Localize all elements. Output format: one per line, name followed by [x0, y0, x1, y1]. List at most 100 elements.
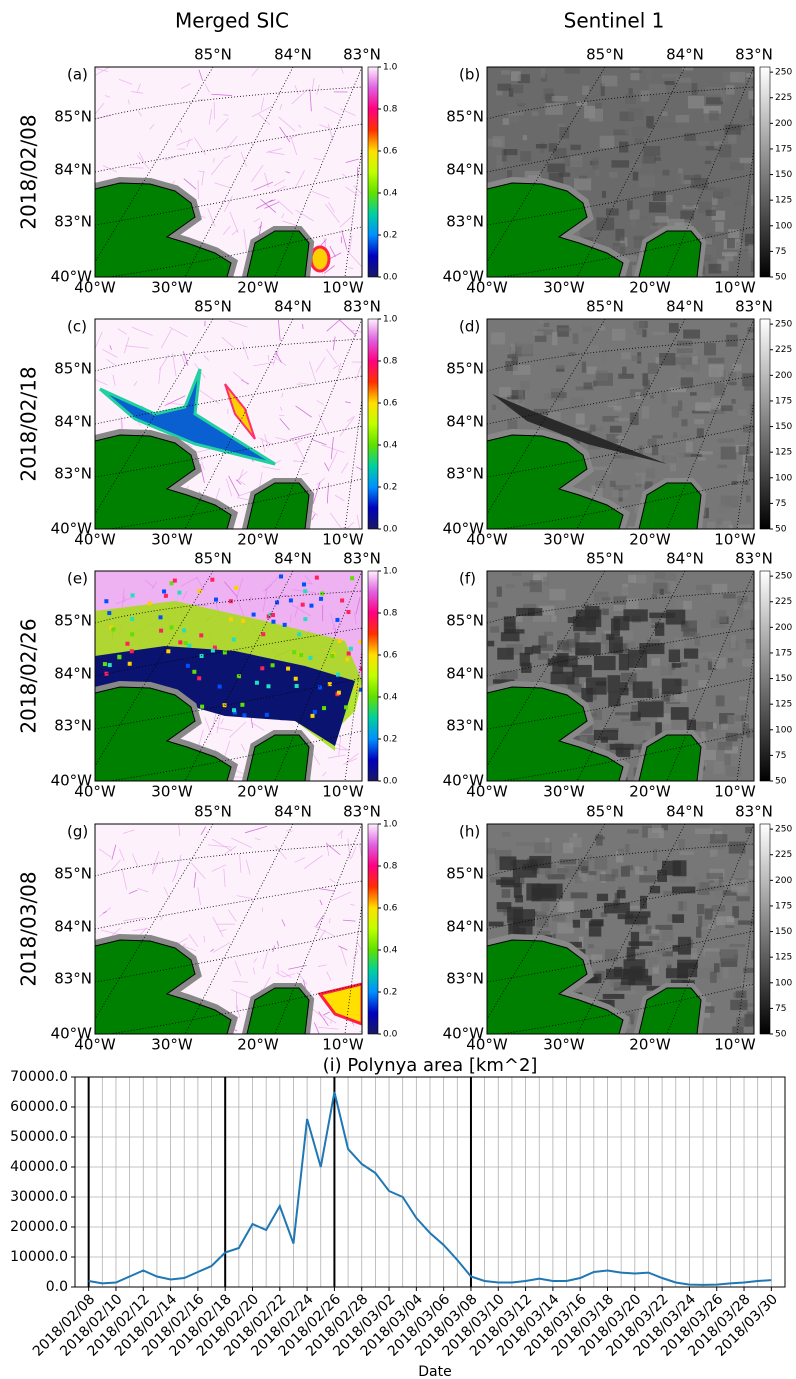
sar-texture — [728, 658, 733, 662]
ice-floe — [303, 589, 307, 593]
sar-texture — [539, 321, 545, 325]
sar-texture — [710, 834, 727, 843]
sar-texture — [536, 144, 547, 148]
sar-texture — [584, 382, 593, 389]
sar-texture — [513, 645, 523, 648]
sar-texture — [549, 589, 565, 600]
sar-texture — [660, 666, 667, 675]
lat-label: 84°N — [666, 803, 704, 821]
sar-texture — [714, 887, 723, 898]
sar-texture — [565, 155, 571, 166]
ice-floe — [108, 663, 112, 667]
colorbar-tick-label: 125 — [775, 196, 792, 206]
dark-ice — [649, 613, 675, 619]
sar-texture — [677, 348, 693, 353]
sar-texture — [646, 468, 655, 478]
sar-texture — [672, 406, 679, 417]
colorbar-tick-label: 50 — [775, 777, 787, 787]
ice-floe — [237, 674, 241, 678]
sar-texture — [600, 136, 615, 148]
sar-texture — [594, 857, 607, 869]
lat-label: 83°N — [343, 550, 381, 568]
lon-label: 10°W — [322, 783, 364, 801]
ice-floe — [335, 618, 339, 622]
dark-ice — [532, 645, 541, 653]
colorbar-tick-label: 75 — [775, 1004, 786, 1014]
ice-floe — [271, 620, 275, 624]
column-title: Sentinel 1 — [564, 9, 665, 33]
sar-texture — [691, 178, 708, 188]
sar-texture — [736, 734, 742, 739]
sar-texture — [536, 914, 548, 927]
colorbar-tick-label: 0.8 — [383, 862, 398, 872]
sar-texture — [747, 1012, 754, 1020]
panel-label: (f) — [459, 570, 476, 588]
sar-texture — [624, 192, 637, 200]
dark-ice — [601, 737, 608, 743]
lon-label: 10°W — [714, 279, 756, 297]
sar-texture — [510, 85, 523, 93]
colorbar-tick-label: 175 — [775, 901, 792, 911]
sar-texture — [589, 871, 597, 875]
sar-texture — [645, 447, 652, 453]
dark-ice — [617, 890, 626, 898]
sar-texture — [490, 626, 499, 632]
sar-texture — [711, 398, 720, 410]
sar-texture — [694, 419, 703, 424]
sar-texture — [692, 83, 698, 95]
panel-label: (b) — [459, 66, 480, 84]
colorbar-tick-label: 0.0 — [383, 525, 398, 535]
sar-texture — [516, 100, 522, 105]
sar-texture — [662, 170, 669, 176]
ice-floe — [311, 714, 315, 718]
sar-texture — [697, 904, 704, 914]
colorbar-tick-label: 150 — [775, 422, 792, 432]
sar-texture — [745, 234, 759, 246]
row-label: 2018/03/08 — [17, 871, 41, 986]
sar-texture — [730, 1000, 747, 1010]
sar-texture — [705, 909, 713, 920]
panel-label: (d) — [459, 318, 480, 336]
sar-texture — [632, 705, 638, 710]
colorbar-tick-label: 0.8 — [383, 105, 398, 115]
sar-texture — [595, 836, 605, 839]
sar-texture — [544, 632, 553, 636]
sar-texture — [613, 604, 623, 611]
dark-ice — [627, 947, 635, 961]
sar-texture — [704, 750, 716, 760]
sar-texture — [712, 584, 727, 594]
sar-texture — [730, 650, 744, 656]
sar-texture — [648, 439, 657, 446]
sar-texture — [659, 573, 676, 581]
colorbar-tick-label: 250 — [775, 825, 792, 835]
lon-label: 10°W — [322, 531, 364, 549]
ice-floe — [330, 654, 334, 658]
colorbar-tick-label: 0.6 — [383, 904, 398, 914]
sar-texture — [704, 948, 720, 956]
lat-label: 85°N — [586, 550, 624, 568]
sar-texture — [676, 78, 691, 83]
lon-label: 30°W — [151, 1036, 193, 1054]
dark-ice — [523, 864, 537, 871]
sar-texture — [676, 174, 684, 184]
sar-texture — [627, 200, 633, 210]
ice-lead — [117, 527, 120, 546]
sar-texture — [683, 601, 692, 610]
dark-ice — [501, 877, 520, 887]
lon-label: 40°W — [466, 783, 508, 801]
sar-texture — [664, 81, 674, 85]
sar-texture — [580, 875, 595, 881]
lat-label: 84°N — [54, 413, 92, 431]
map-panel: (g)85°N84°N83°N85°N84°N83°N40°W40°W30°W2… — [51, 803, 485, 1054]
map-image — [487, 571, 796, 790]
sar-texture — [709, 364, 724, 376]
sar-texture — [736, 896, 749, 901]
sar-texture — [662, 931, 674, 942]
sar-texture — [727, 715, 741, 727]
ice-floe — [275, 600, 279, 604]
panel-label: (a) — [67, 66, 88, 84]
sar-texture — [564, 866, 578, 878]
sar-texture — [535, 335, 547, 342]
colorbar-tick-label: 225 — [775, 597, 792, 607]
sar-texture — [610, 481, 616, 487]
